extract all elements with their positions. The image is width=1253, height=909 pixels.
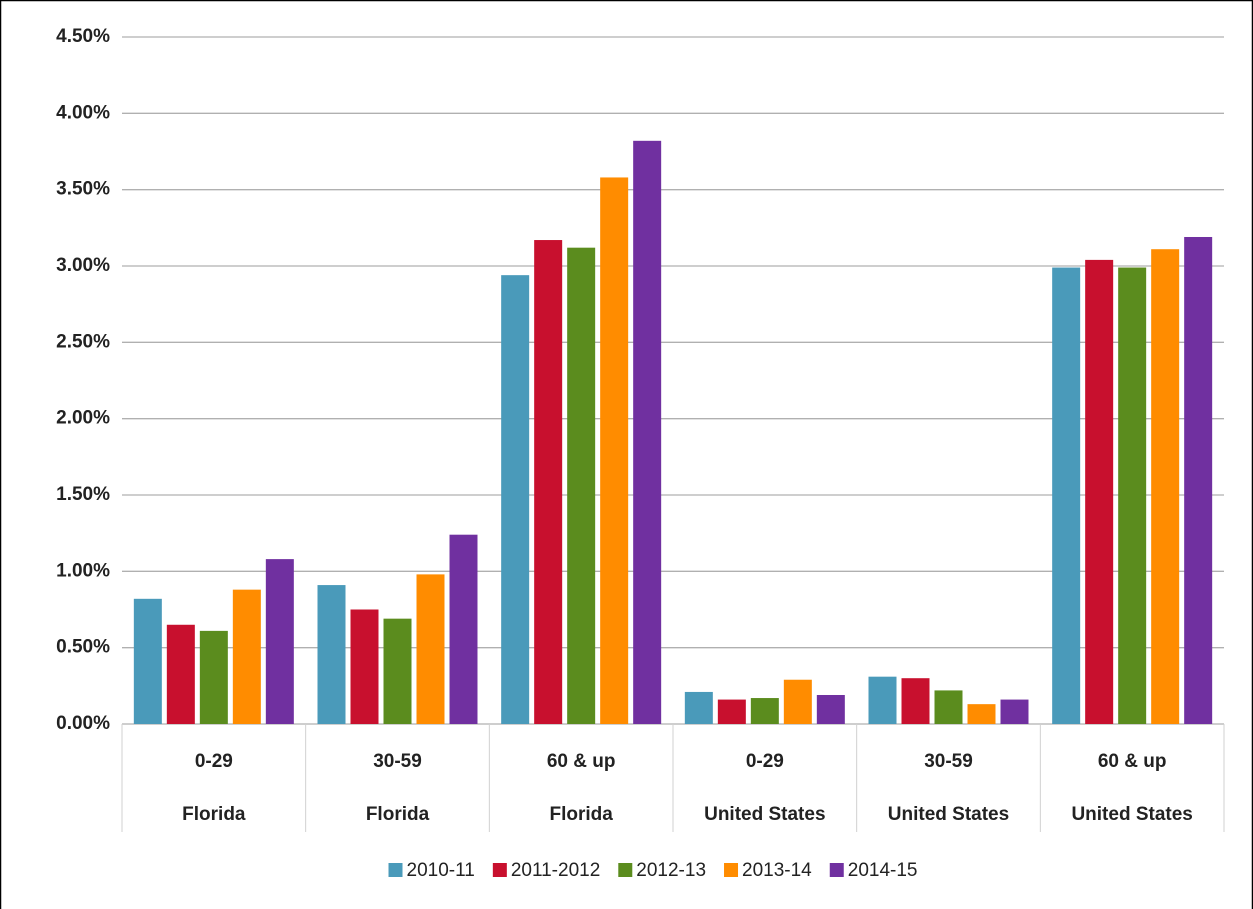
legend-label: 2011-2012: [511, 860, 600, 881]
legend-label: 2010-11: [407, 860, 475, 881]
bar: [534, 240, 563, 724]
y-tick-label: 3.50%: [56, 179, 110, 200]
bar: [166, 624, 195, 724]
bar: [449, 534, 478, 724]
y-tick-label: 4.00%: [56, 102, 110, 123]
bar: [1052, 267, 1081, 724]
y-tick-label: 4.50%: [56, 26, 110, 47]
bar: [1118, 267, 1147, 724]
bar: [416, 574, 445, 724]
x-tick-label: 60 & up: [547, 751, 616, 772]
bar: [199, 630, 228, 724]
legend-swatch: [492, 863, 507, 877]
x-group-label: United States: [888, 804, 1009, 825]
y-tick-label: 0.00%: [56, 713, 110, 734]
bar: [350, 609, 379, 724]
y-tick-label: 2.00%: [56, 408, 110, 429]
bar: [1085, 259, 1114, 724]
legend-label: 2013-14: [742, 860, 812, 881]
y-tick-label: 1.50%: [56, 484, 110, 505]
legend-swatch: [724, 863, 739, 877]
legend-label: 2014-15: [848, 860, 918, 881]
bar: [600, 177, 629, 724]
bar: [967, 704, 996, 724]
x-group-label: United States: [704, 804, 825, 825]
bar: [265, 559, 294, 724]
x-group-label: United States: [1071, 804, 1192, 825]
bar: [684, 691, 713, 724]
bar: [232, 589, 261, 724]
y-tick-label: 3.00%: [56, 255, 110, 276]
bar: [750, 698, 779, 724]
x-group-label: Florida: [366, 804, 430, 825]
bar: [1151, 249, 1180, 724]
bar: [1184, 236, 1213, 724]
bar: [783, 679, 812, 724]
bar: [717, 699, 746, 724]
legend-swatch: [829, 863, 844, 877]
y-tick-label: 1.00%: [56, 560, 110, 581]
y-tick-label: 0.50%: [56, 637, 110, 658]
bar: [816, 694, 845, 724]
y-tick-label: 2.50%: [56, 331, 110, 352]
bar: [317, 585, 346, 724]
x-tick-label: 30-59: [373, 751, 422, 772]
bar: [383, 618, 412, 724]
x-tick-label: 60 & up: [1098, 751, 1167, 772]
x-group-label: Florida: [182, 804, 246, 825]
bar: [901, 678, 930, 724]
bar: [934, 690, 963, 724]
x-tick-label: 0-29: [746, 751, 784, 772]
x-tick-label: 30-59: [924, 751, 973, 772]
bar: [633, 140, 662, 724]
legend-label: 2012-13: [636, 860, 706, 881]
x-tick-label: 0-29: [195, 751, 233, 772]
bar: [567, 247, 596, 724]
bar: [868, 676, 897, 724]
bar: [133, 598, 162, 724]
bar: [501, 275, 530, 724]
legend-swatch: [388, 863, 403, 877]
bar: [1000, 699, 1029, 724]
legend-swatch: [618, 863, 633, 877]
x-group-label: Florida: [549, 804, 613, 825]
